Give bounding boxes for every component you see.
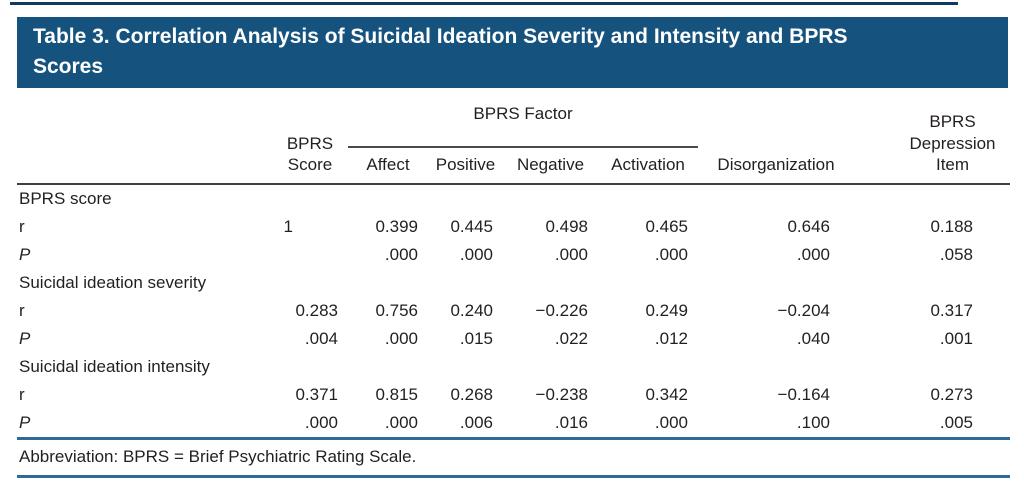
correlation-table-container: BPRS Score BPRS Factor Disorganization B…: [17, 100, 1011, 478]
cell-activation: 0.465: [645, 217, 689, 236]
cell-bprs-score: .000: [304, 413, 338, 432]
cell-activation: .000: [654, 413, 689, 432]
cell-depression-item: .005: [939, 413, 974, 432]
header-row-2: Affect Positive Negative Activation: [17, 148, 1010, 185]
cell-activation: .012: [654, 329, 689, 348]
cell-bprs-score: 0.283: [295, 301, 338, 320]
cell-depression-item: 0.188: [930, 217, 974, 236]
cell-negative: .016: [554, 413, 588, 432]
stat-label-r: r: [19, 301, 25, 320]
header-row-1: BPRS Score BPRS Factor Disorganization B…: [17, 100, 1011, 185]
group-label: BPRS score: [19, 189, 112, 208]
cell-disorganization: 0.646: [787, 217, 831, 236]
stat-label-p: P: [19, 413, 31, 432]
top-divider-rule: [10, 2, 958, 5]
stat-label-p: P: [19, 245, 31, 264]
cell-negative: −0.226: [535, 301, 588, 320]
data-row-r: r 1 0.399 0.445 0.498 0.465 0.646 0.188: [17, 213, 1010, 241]
col-header-positive: Positive: [428, 148, 503, 185]
cell-positive: 0.240: [450, 301, 493, 320]
cell-affect: .000: [384, 245, 418, 264]
cell-bprs-score: 0.371: [295, 385, 338, 404]
data-row-r: r 0.371 0.815 0.268 −0.238 0.342 −0.164 …: [17, 381, 1010, 409]
cell-activation: .000: [654, 245, 689, 264]
col-header-bprs-score: BPRS Score: [272, 100, 348, 185]
cell-bprs-score: .004: [304, 329, 338, 348]
correlation-table: BPRS Score BPRS Factor Disorganization B…: [17, 100, 1011, 437]
group-label: Suicidal ideation intensity: [19, 357, 210, 376]
cell-positive: .000: [459, 245, 493, 264]
row-label-header: [17, 100, 272, 185]
cell-positive: 0.445: [450, 217, 493, 236]
cell-depression-item: 0.317: [930, 301, 974, 320]
col-header-activation: Activation: [598, 148, 699, 185]
cell-disorganization: .000: [796, 245, 831, 264]
cell-affect: .000: [384, 329, 418, 348]
cell-bprs-score: [272, 241, 348, 269]
stat-label-r: r: [19, 217, 25, 236]
cell-positive: .015: [459, 329, 493, 348]
col-header-negative: Negative: [503, 148, 598, 185]
cell-affect: .000: [384, 413, 418, 432]
data-row-p: P .000 .000 .006 .016 .000 .100 .005: [17, 409, 1010, 437]
group-label: Suicidal ideation severity: [19, 273, 207, 292]
table-footnote: Abbreviation: BPRS = Brief Psychiatric R…: [17, 437, 1010, 478]
cell-depression-item: 0.273: [930, 385, 974, 404]
group-row-suicidal-ideation-intensity: Suicidal ideation intensity: [17, 353, 1010, 381]
cell-positive: .006: [459, 413, 493, 432]
cell-affect: 0.815: [375, 385, 418, 404]
cell-bprs-score: 1: [283, 217, 293, 236]
stat-label-p: P: [19, 329, 31, 348]
cell-negative: .022: [554, 329, 588, 348]
cell-negative: .000: [554, 245, 588, 264]
cell-disorganization: −0.204: [777, 301, 831, 320]
data-row-p: P .004 .000 .015 .022 .012 .040 .001: [17, 325, 1010, 353]
col-group-header-bprs-factor: BPRS Factor: [348, 100, 699, 148]
cell-disorganization: .100: [796, 413, 831, 432]
col-header-affect: Affect: [348, 148, 428, 185]
cell-negative: 0.498: [545, 217, 588, 236]
cell-positive: 0.268: [450, 385, 493, 404]
cell-depression-item: .001: [939, 329, 974, 348]
data-row-p: P .000 .000 .000 .000 .000 .058: [17, 241, 1010, 269]
col-header-bprs-depression-item: BPRS Depression Item: [840, 100, 1011, 185]
stat-label-r: r: [19, 385, 25, 404]
table-title: Table 3. Correlation Analysis of Suicida…: [17, 17, 1008, 88]
cell-affect: 0.399: [375, 217, 418, 236]
col-header-disorganization: Disorganization: [698, 100, 841, 185]
cell-activation: 0.342: [645, 385, 689, 404]
cell-disorganization: .040: [796, 329, 831, 348]
cell-negative: −0.238: [535, 385, 588, 404]
cell-depression-item: .058: [939, 245, 974, 264]
group-row-bprs-score: BPRS score: [17, 185, 1010, 213]
data-row-r: r 0.283 0.756 0.240 −0.226 0.249 −0.204 …: [17, 297, 1010, 325]
cell-affect: 0.756: [375, 301, 418, 320]
group-row-suicidal-ideation-severity: Suicidal ideation severity: [17, 269, 1010, 297]
cell-activation: 0.249: [645, 301, 689, 320]
cell-disorganization: −0.164: [777, 385, 831, 404]
